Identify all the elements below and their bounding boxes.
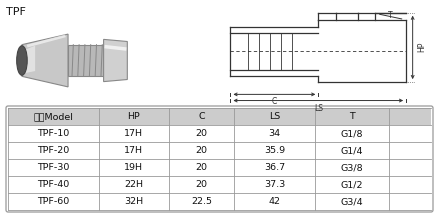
Text: LS: LS	[268, 112, 279, 121]
Text: G1/2: G1/2	[339, 180, 362, 189]
Text: 20: 20	[195, 146, 207, 155]
Text: TPF-60: TPF-60	[37, 197, 70, 206]
Text: HP: HP	[416, 41, 425, 52]
Text: 20: 20	[195, 163, 207, 172]
Text: 20: 20	[195, 180, 207, 189]
Text: TPF-30: TPF-30	[37, 163, 70, 172]
Polygon shape	[25, 46, 35, 73]
Text: 型号Model: 型号Model	[33, 112, 73, 121]
Text: 34: 34	[268, 129, 280, 138]
Text: 22H: 22H	[124, 180, 143, 189]
Text: C: C	[198, 112, 205, 121]
Polygon shape	[103, 39, 127, 82]
Text: 17H: 17H	[124, 146, 143, 155]
Ellipse shape	[17, 46, 27, 75]
Text: G3/4: G3/4	[339, 197, 362, 206]
Text: 19H: 19H	[124, 163, 143, 172]
Text: T: T	[348, 112, 354, 121]
Text: 17H: 17H	[124, 129, 143, 138]
Text: G1/4: G1/4	[339, 146, 362, 155]
Polygon shape	[68, 45, 103, 76]
Text: G1/8: G1/8	[339, 129, 362, 138]
Text: TPF-40: TPF-40	[37, 180, 70, 189]
Bar	[8, 108, 430, 125]
Text: HP: HP	[127, 112, 140, 121]
Text: 37.3: 37.3	[263, 180, 284, 189]
Text: TPF-10: TPF-10	[37, 129, 70, 138]
Text: 32H: 32H	[124, 197, 143, 206]
Text: TPF: TPF	[6, 7, 26, 17]
Text: LS: LS	[313, 104, 322, 113]
FancyBboxPatch shape	[6, 106, 432, 212]
Text: G3/8: G3/8	[339, 163, 362, 172]
Text: TPF-20: TPF-20	[37, 146, 70, 155]
Text: T: T	[388, 11, 392, 20]
Text: 35.9: 35.9	[263, 146, 284, 155]
Text: 22.5: 22.5	[191, 197, 212, 206]
Text: C: C	[271, 97, 276, 106]
Text: 42: 42	[268, 197, 280, 206]
Polygon shape	[22, 34, 68, 87]
Text: 20: 20	[195, 129, 207, 138]
Text: 36.7: 36.7	[263, 163, 284, 172]
